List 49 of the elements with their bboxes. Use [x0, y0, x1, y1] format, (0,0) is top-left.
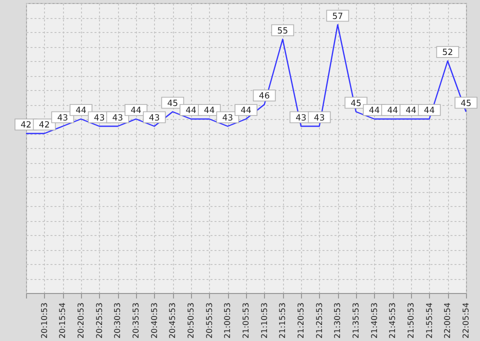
data-label: 43: [222, 113, 234, 124]
x-tick-label: 21:30:53: [333, 302, 342, 338]
data-label: 44: [186, 106, 196, 116]
data-label: 43: [94, 113, 105, 124]
data-label: 45: [350, 98, 362, 109]
x-tick-label: 21:10:53: [260, 302, 269, 338]
data-label: 44: [424, 106, 435, 116]
x-tick-label: 22:05:54: [462, 302, 470, 338]
data-label: 44: [130, 106, 142, 116]
x-tick-label: 20:30:53: [113, 302, 122, 338]
data-label: 44: [368, 106, 380, 116]
data-label: 44: [76, 106, 86, 116]
x-tick-label: 21:50:53: [406, 302, 416, 338]
x-tick-label: 20:25:53: [94, 302, 104, 338]
x-tick-label: 22:00:54: [443, 302, 452, 338]
data-label: 52: [442, 48, 454, 58]
data-label: 43: [148, 113, 160, 124]
x-tick-label: 21:25:53: [314, 302, 324, 338]
x-tick-label: 20:20:53: [76, 302, 86, 338]
data-label: 42: [38, 120, 50, 130]
data-label: 43: [296, 113, 306, 124]
data-label: 46: [258, 92, 270, 102]
data-label: 57: [332, 12, 344, 22]
data-label: 43: [112, 113, 124, 124]
x-tick-label: 21:55:54: [424, 302, 434, 338]
x-tick-label: 20:45:53: [168, 302, 178, 338]
data-label: 43: [57, 113, 68, 124]
data-label: 45: [460, 98, 472, 109]
data-label: 42: [20, 120, 32, 130]
x-tick-label: 20:10:53: [40, 302, 49, 338]
x-tick-label: 20:35:53: [132, 302, 140, 338]
x-tick-label: 21:20:53: [296, 302, 306, 338]
x-tick-label: 21:35:53: [352, 302, 360, 338]
x-tick-label: 21:15:53: [278, 302, 288, 338]
data-label: 44: [406, 106, 416, 116]
x-tick-label: 21:40:53: [370, 302, 379, 338]
data-label: 44: [204, 106, 215, 116]
data-label: 44: [240, 106, 252, 116]
data-label: 44: [387, 106, 398, 116]
x-tick-label: 21:00:53: [223, 302, 232, 338]
x-tick-label: 21:05:53: [242, 302, 250, 338]
data-label: 45: [167, 98, 178, 109]
x-tick-label: 20:55:53: [204, 302, 214, 338]
x-tick-label: 20:40:53: [150, 302, 159, 338]
x-tick-label: 20:15:54: [58, 302, 68, 338]
data-label: 55: [277, 26, 288, 36]
x-tick-label: 20:50:53: [186, 302, 196, 338]
data-label: 43: [314, 113, 325, 124]
x-tick-label: 21:45:53: [388, 302, 398, 338]
